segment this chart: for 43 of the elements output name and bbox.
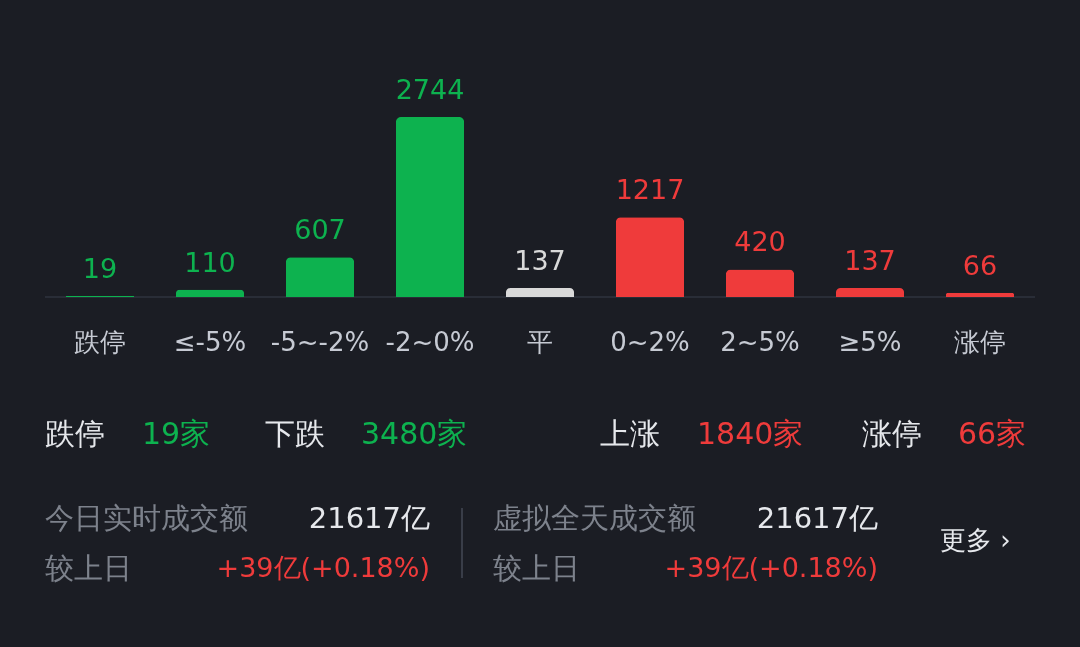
- x-tick-label: 跌停: [74, 327, 126, 357]
- bar: [505, 288, 575, 297]
- data-label: 110: [184, 246, 236, 278]
- x-tick-label: -5~-2%: [270, 327, 370, 357]
- bar: [835, 288, 905, 297]
- text: 较上日: [45, 551, 132, 585]
- data-label: 19: [82, 252, 118, 284]
- x-tick-label: 平: [527, 327, 553, 357]
- data-label: 66: [962, 249, 998, 281]
- text: 虚拟全天成交额: [493, 501, 696, 535]
- text: 下跌: [265, 416, 325, 451]
- bar: [395, 117, 465, 297]
- bar: [615, 217, 685, 297]
- text: 较上日: [493, 551, 580, 585]
- text: 66家: [958, 416, 1027, 451]
- text: 上涨: [600, 416, 660, 451]
- data-label: 420: [734, 226, 786, 258]
- x-tick-label: 2~5%: [720, 327, 800, 357]
- data-label: 607: [294, 214, 346, 246]
- data-label: 1217: [615, 174, 685, 206]
- text: +39亿(+0.18%): [664, 552, 878, 583]
- text: 1840家: [697, 416, 804, 451]
- x-tick-label: ≤-5%: [173, 327, 247, 357]
- data-label: 137: [514, 245, 566, 277]
- text: 3480家: [361, 416, 468, 451]
- text: 今日实时成交额: [45, 501, 248, 535]
- bar: [175, 289, 245, 297]
- x-tick-label: 0~2%: [610, 327, 690, 357]
- text: 跌停: [45, 416, 105, 451]
- text: +39亿(+0.18%): [216, 552, 430, 583]
- bar: [285, 257, 355, 297]
- bar: [725, 269, 795, 297]
- x-tick-label: 涨停: [954, 327, 1006, 357]
- x-tick-label: -2~0%: [385, 327, 475, 357]
- text: 21617亿: [756, 501, 878, 535]
- text: 21617亿: [308, 501, 430, 535]
- data-label: 2744: [395, 74, 465, 105]
- bar: [945, 292, 1015, 297]
- x-tick-label: ≥5%: [838, 327, 902, 357]
- text: 更多 ›: [940, 525, 1011, 555]
- text: 19家: [142, 416, 211, 451]
- data-label: 137: [844, 245, 896, 277]
- text: 涨停: [862, 416, 922, 451]
